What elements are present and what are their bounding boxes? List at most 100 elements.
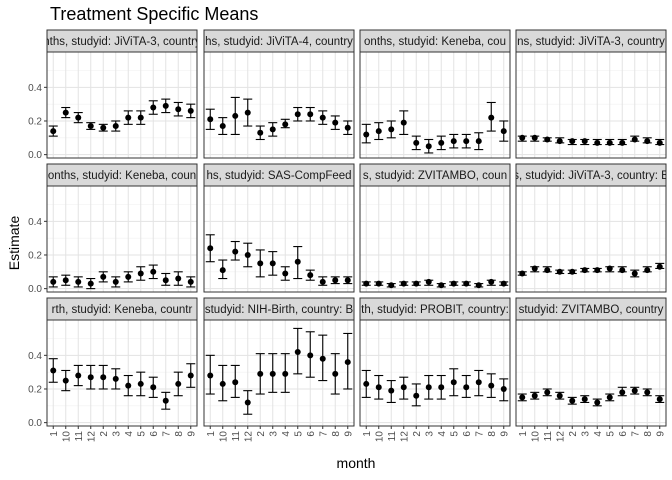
data-point bbox=[125, 273, 132, 280]
data-point bbox=[269, 260, 276, 267]
data-point bbox=[450, 280, 457, 287]
panel-background bbox=[516, 186, 666, 292]
panel-border bbox=[359, 185, 511, 293]
data-point bbox=[569, 138, 576, 145]
panel-border bbox=[203, 185, 355, 293]
panel-background bbox=[360, 52, 510, 158]
data-point bbox=[531, 134, 538, 141]
x-tick-label: 12 bbox=[243, 431, 254, 443]
x-tick-label: 11 bbox=[231, 431, 242, 442]
data-point bbox=[207, 116, 214, 123]
data-point bbox=[388, 282, 395, 289]
data-point bbox=[388, 387, 395, 394]
data-point bbox=[606, 139, 613, 146]
facet-panel: rth, studyid: Keneba, countr 0.0 0.2 0.4 1 10… bbox=[28, 297, 198, 443]
panel-background bbox=[47, 52, 197, 158]
x-tick-label: 2 bbox=[568, 431, 579, 437]
data-point bbox=[150, 268, 157, 275]
x-tick-label: 4 bbox=[437, 431, 448, 437]
data-point bbox=[219, 267, 226, 274]
data-point bbox=[232, 379, 239, 386]
data-point bbox=[556, 392, 563, 399]
x-tick-label: 7 bbox=[474, 431, 485, 437]
data-point bbox=[631, 136, 638, 143]
data-point bbox=[137, 270, 144, 277]
data-point bbox=[375, 128, 382, 135]
data-point bbox=[463, 384, 470, 391]
panel-background bbox=[516, 52, 666, 158]
x-tick-label: 3 bbox=[111, 431, 122, 437]
facet-strip-label: onths, studyid: Keneba, coun bbox=[48, 170, 196, 182]
data-point bbox=[500, 385, 507, 392]
x-tick-label: 8 bbox=[487, 431, 498, 437]
data-point bbox=[257, 129, 264, 136]
x-tick-label: 9 bbox=[655, 431, 666, 437]
facet-strip-label: hs, studyid: JiViTA-4, country bbox=[205, 36, 353, 48]
facet-strip-label: rth, studyid: Keneba, countr bbox=[52, 304, 193, 316]
data-point bbox=[100, 374, 107, 381]
x-tick-label: 6 bbox=[462, 431, 473, 437]
x-tick-label: 1 bbox=[362, 431, 373, 437]
data-point bbox=[569, 397, 576, 404]
x-tick-label: 9 bbox=[499, 431, 510, 437]
data-point bbox=[644, 389, 651, 396]
data-point bbox=[644, 267, 651, 274]
panel-border bbox=[203, 319, 355, 427]
data-point bbox=[294, 111, 301, 118]
data-point bbox=[594, 267, 601, 274]
data-point bbox=[438, 384, 445, 391]
data-point bbox=[307, 352, 314, 359]
facet-panel: onths, studyid: Keneba, coun 0.0 0.2 0.4 bbox=[28, 163, 198, 295]
facet-panel: s, studyid: ZVITAMBO, coun bbox=[359, 163, 511, 293]
x-tick-label: 10 bbox=[61, 431, 72, 443]
data-point bbox=[388, 126, 395, 133]
data-point bbox=[175, 106, 182, 113]
panel-background bbox=[360, 186, 510, 292]
data-point bbox=[294, 258, 301, 265]
panel-border bbox=[359, 319, 511, 427]
data-point bbox=[232, 248, 239, 255]
data-point bbox=[569, 268, 576, 275]
panel-background bbox=[204, 186, 354, 292]
x-tick-label: 5 bbox=[605, 431, 616, 437]
x-tick-label: 2 bbox=[99, 431, 110, 437]
data-point bbox=[244, 251, 251, 258]
panel-background bbox=[47, 186, 197, 292]
x-tick-label: 11 bbox=[543, 431, 554, 442]
panel-border bbox=[46, 185, 198, 293]
data-point bbox=[319, 355, 326, 362]
data-point bbox=[87, 280, 94, 287]
data-point bbox=[400, 119, 407, 126]
data-point bbox=[463, 138, 470, 145]
data-point bbox=[544, 267, 551, 274]
facet-strip-label: ns, studyid: JiViTA-3, country bbox=[517, 36, 665, 48]
data-point bbox=[100, 124, 107, 131]
x-tick-label: 11 bbox=[387, 431, 398, 442]
data-point bbox=[425, 278, 432, 285]
facet-panel: th, studyid: PROBIT, country: 1 10 11 12 2 3 4 5… bbox=[359, 297, 511, 442]
data-point bbox=[282, 370, 289, 377]
x-tick-label: 6 bbox=[618, 431, 629, 437]
data-point bbox=[307, 272, 314, 279]
data-point bbox=[519, 270, 526, 277]
y-tick-label: 0.4 bbox=[28, 217, 42, 228]
facet-strip-label: hs, studyid: SAS-CompFeed bbox=[206, 170, 351, 182]
data-point bbox=[150, 104, 157, 111]
x-tick-label: 9 bbox=[186, 431, 197, 437]
data-point bbox=[187, 278, 194, 285]
x-tick-label: 10 bbox=[218, 431, 229, 443]
data-point bbox=[50, 367, 57, 374]
y-tick-label: 0.4 bbox=[28, 83, 42, 94]
data-point bbox=[87, 374, 94, 381]
x-tick-label: 3 bbox=[580, 431, 591, 437]
data-point bbox=[363, 380, 370, 387]
data-point bbox=[187, 372, 194, 379]
data-point bbox=[332, 119, 339, 126]
data-point bbox=[581, 138, 588, 145]
x-tick-label: 7 bbox=[161, 431, 172, 437]
facet-strip-label: nths, studyid: JiViTA-3, country bbox=[43, 36, 201, 48]
data-point bbox=[619, 267, 626, 274]
x-tick-label: 5 bbox=[293, 431, 304, 437]
data-point bbox=[50, 128, 57, 135]
x-tick-label: 7 bbox=[630, 431, 641, 437]
